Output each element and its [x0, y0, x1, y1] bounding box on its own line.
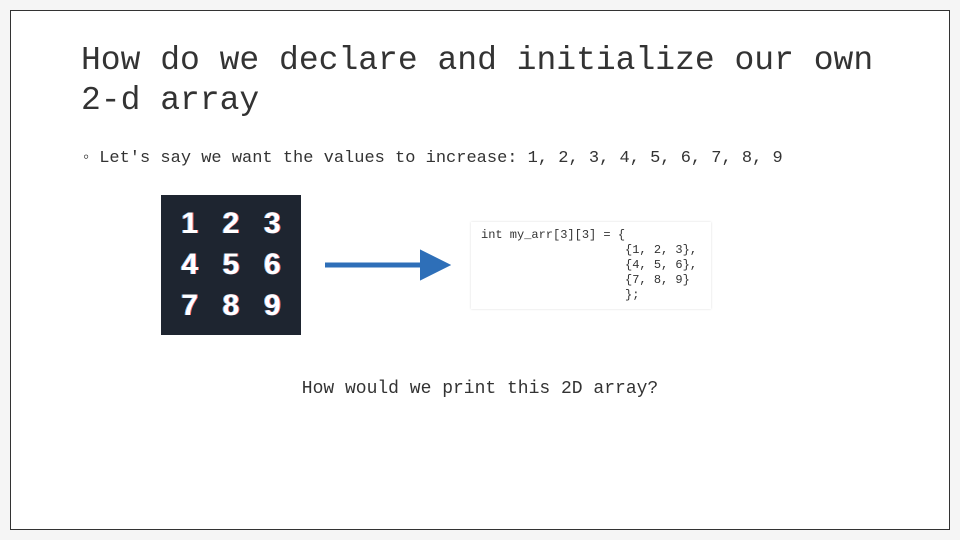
arrow-icon: [321, 245, 451, 285]
arrow-head: [421, 251, 449, 279]
code-line: {1, 2, 3},: [481, 243, 697, 257]
grid-cell: 3: [264, 207, 281, 241]
code-line: int my_arr[3][3] = {: [481, 228, 625, 242]
grid-cell: 5: [223, 248, 240, 282]
content-row: 1 2 3 4 5 6 7 8 9 int my_arr[3][3] = { {…: [161, 195, 879, 335]
code-snippet: int my_arr[3][3] = { {1, 2, 3}, {4, 5, 6…: [471, 222, 711, 309]
grid-cell: 7: [181, 289, 198, 323]
grid-cell: 8: [223, 289, 240, 323]
bullet-text: Let's say we want the values to increase…: [99, 148, 783, 171]
number-grid: 1 2 3 4 5 6 7 8 9: [161, 195, 301, 335]
grid-cell: 1: [181, 207, 198, 241]
code-line: };: [481, 288, 639, 302]
bullet-marker: ◦: [81, 148, 91, 171]
bullet-item: ◦ Let's say we want the values to increa…: [81, 148, 879, 171]
slide-title: How do we declare and initialize our own…: [81, 41, 879, 120]
slide-container: How do we declare and initialize our own…: [10, 10, 950, 530]
bottom-question: How would we print this 2D array?: [81, 379, 879, 399]
grid-cell: 4: [181, 248, 198, 282]
code-line: {7, 8, 9}: [481, 273, 690, 287]
code-line: {4, 5, 6},: [481, 258, 697, 272]
grid-cell: 2: [223, 207, 240, 241]
grid-cell: 6: [264, 248, 281, 282]
grid-cell: 9: [264, 289, 281, 323]
